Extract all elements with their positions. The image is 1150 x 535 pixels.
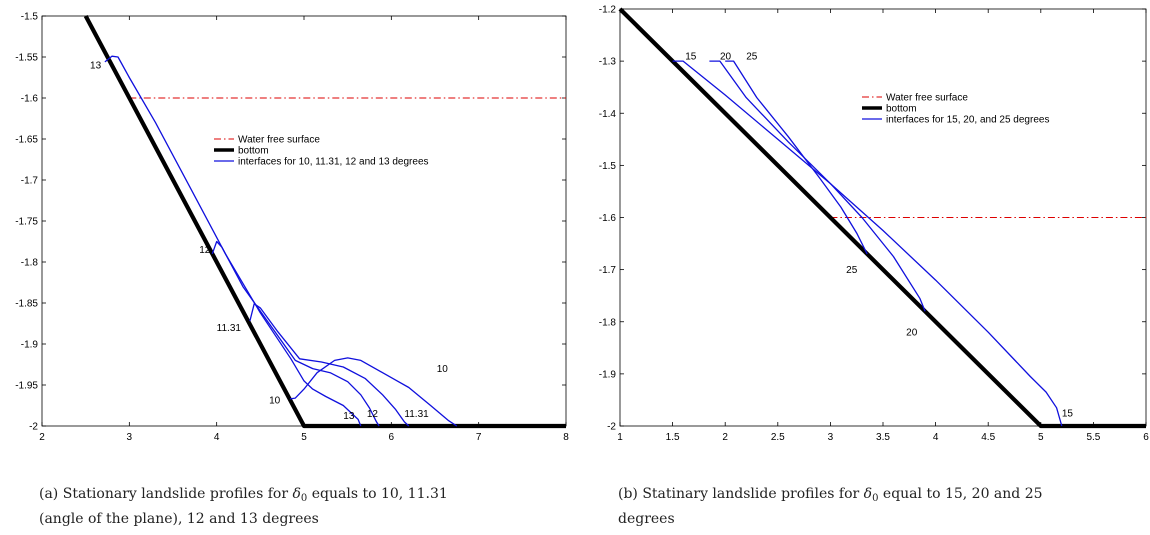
panel-b-annotation: 15 — [685, 51, 697, 62]
panel-a-ytick-label: -1.75 — [15, 217, 38, 228]
panel-b-xtick-label: 4.5 — [981, 432, 995, 443]
panel-b-xtick-label: 1 — [617, 432, 623, 443]
panel-b: 1 1.5 2 2.5 3 3.5 4 4.5 5 5.5 6 -1.2 -1.3 -1.4 -1.5 -1.… — [599, 5, 1149, 444]
panel-a-ytick-label: -1.9 — [21, 340, 39, 351]
caption-b-subscript: 0 — [872, 493, 879, 504]
panel-a-annotation: 13 — [90, 61, 102, 72]
panel-b-ytick-label: -1.5 — [599, 161, 617, 172]
panel-b-series-interface-25 — [725, 60, 868, 255]
caption-a: (a) Stationary landslide profiles for δ0… — [39, 484, 479, 529]
panel-b-ytick-label: -1.4 — [599, 109, 617, 120]
panel-a-series-interface-13 — [104, 55, 362, 427]
panel-a-ytick-label: -1.8 — [21, 258, 39, 269]
caption-b-suffix: equal to 15, 20 and 25 degrees — [618, 486, 1043, 527]
panel-b-legend-label: interfaces for 15, 20, and 25 degrees — [886, 115, 1049, 126]
panel-a-ytick-label: -1.5 — [21, 12, 39, 23]
panel-b-xtick-label: 4 — [933, 432, 939, 443]
panel-b-xtick-label: 3.5 — [876, 432, 890, 443]
caption-a-prefix: Stationary landslide profiles for — [62, 486, 289, 502]
panel-a: 2 3 4 5 6 7 8 -1.5 -1.55 -1.6 -1.65 -1.7 -1.75 -1.8 -1… — [15, 12, 569, 444]
panel-a-legend-label: interfaces for 10, 11.31, 12 and 13 degr… — [238, 157, 429, 168]
panel-a-legend-label: bottom — [238, 146, 269, 157]
panel-a-ytick-label: -1.65 — [15, 135, 38, 146]
panel-a-ytick-label: -1.55 — [15, 53, 38, 64]
panel-b-annotation: 15 — [1062, 408, 1074, 419]
panel-a-xtick-label: 5 — [301, 432, 307, 443]
panel-b-ytick-label: -1.8 — [599, 317, 617, 328]
panel-a-series-interface-11-31 — [249, 303, 410, 427]
panel-b-xtick-label: 5 — [1038, 432, 1044, 443]
caption-a-suffix: equals to 10, 11.31 (angle of the plane)… — [39, 486, 448, 527]
caption-a-subscript: 0 — [300, 493, 308, 504]
caption-b-label: (b) — [618, 486, 638, 502]
panel-b-ytick-label: -2 — [607, 422, 616, 433]
panel-b-annotation: 20 — [906, 328, 918, 339]
panel-a-annotation: 12 — [367, 409, 379, 420]
panel-a-series-bottom — [83, 15, 566, 429]
caption-a-label: (a) — [39, 486, 59, 502]
caption-a-symbol: δ — [292, 486, 301, 502]
panel-b-ytick-label: -1.3 — [599, 57, 617, 68]
panel-b-series-bottom — [618, 7, 1146, 429]
panel-b-series-interface-20 — [709, 60, 926, 312]
panel-b-xtick-label: 2 — [722, 432, 728, 443]
panel-a-ytick-label: -1.7 — [21, 176, 39, 187]
caption-b-prefix: Statinary landslide profiles for — [642, 486, 860, 502]
panel-b-series-interface-15 — [672, 60, 1063, 427]
caption-b-symbol: δ — [863, 486, 873, 502]
panel-a-annotation: 10 — [437, 364, 449, 375]
panel-b-annotation: 20 — [720, 51, 732, 62]
panel-b-annotation: 25 — [746, 51, 758, 62]
panel-b-xtick-label: 3 — [828, 432, 834, 443]
panel-a-annotation: 12 — [199, 245, 211, 256]
panel-b-ytick-label: -1.6 — [599, 213, 617, 224]
panel-a-xtick-label: 2 — [39, 432, 45, 443]
panel-a-ytick-label: -1.95 — [15, 381, 38, 392]
figure: 2 3 4 5 6 7 8-1.5-1.55-1.6-1.65-1.7-1.75-1.8-1… — [15, 5, 1149, 444]
panel-b-legend-label: bottom — [886, 104, 917, 115]
panel-b-legend-label: Water free surface — [886, 93, 968, 104]
panel-a-legend-label: Water free surface — [238, 135, 320, 146]
panel-b-xtick-label: 5.5 — [1086, 432, 1100, 443]
panel-a-annotation: 11.31 — [217, 323, 242, 334]
panel-b-ytick-label: -1.2 — [599, 5, 617, 16]
panel-a-annotation: 10 — [269, 395, 281, 406]
panel-b-xtick-label: 1.5 — [666, 432, 680, 443]
panel-a-xtick-label: 6 — [389, 432, 395, 443]
panel-a-xtick-label: 3 — [127, 432, 133, 443]
panel-b-ytick-label: -1.7 — [599, 265, 617, 276]
panel-b-annotation: 25 — [846, 265, 858, 276]
panel-b-xtick-label: 2.5 — [771, 432, 785, 443]
panel-a-annotation: 13 — [343, 411, 355, 422]
panel-a-annotation: 11.31 — [404, 409, 429, 420]
panel-a-xtick-label: 4 — [214, 432, 220, 443]
panel-a-xtick-label: 8 — [563, 432, 569, 443]
panel-a-series-interface-12 — [211, 240, 380, 427]
panel-a-ytick-label: -1.85 — [15, 299, 38, 310]
panel-a-ytick-label: -1.6 — [21, 94, 39, 105]
panel-a-series-interface-10 — [289, 357, 458, 427]
panel-b-xtick-label: 6 — [1143, 432, 1149, 443]
caption-b: (b) Statinary landslide profiles for δ0 … — [618, 484, 1058, 529]
panel-a-ytick-label: -2 — [29, 422, 38, 433]
panel-a-xtick-label: 7 — [476, 432, 482, 443]
panel-b-ytick-label: -1.9 — [599, 369, 617, 380]
